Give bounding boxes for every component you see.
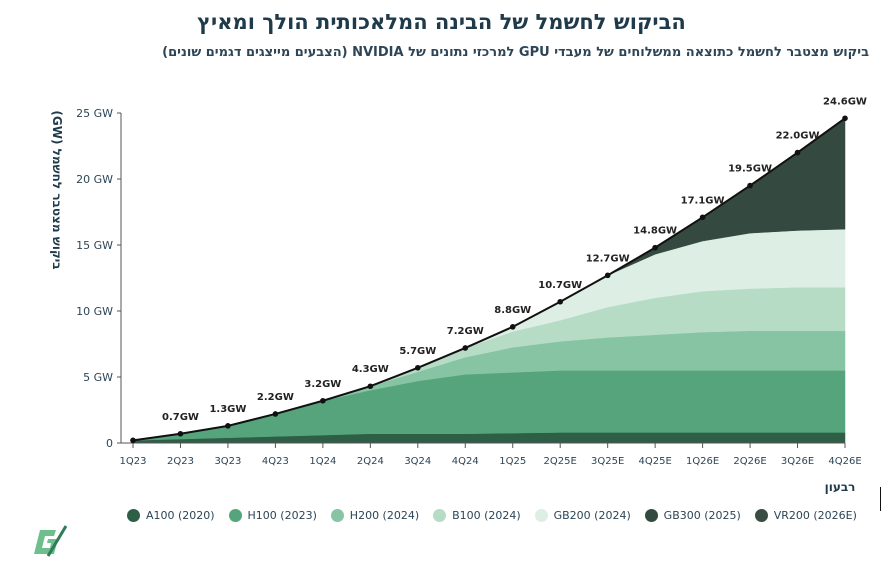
total-data-label: 8.8GW bbox=[494, 305, 531, 316]
y-tick-label: 20 GW bbox=[76, 173, 113, 186]
total-data-label: 0.7GW bbox=[162, 412, 199, 423]
total-data-label: 2.2GW bbox=[257, 392, 294, 403]
x-tick-label: 2Q25E bbox=[544, 456, 577, 467]
legend-item: A100 (2020) bbox=[127, 509, 215, 522]
legend-swatch-icon bbox=[127, 509, 140, 522]
x-tick-label: 4Q23 bbox=[262, 456, 289, 467]
total-point bbox=[130, 437, 136, 444]
y-tick-label: 25 GW bbox=[76, 107, 113, 120]
x-tick-label: 4Q24 bbox=[452, 456, 479, 467]
y-tick-label: 10 GW bbox=[76, 305, 113, 318]
total-point bbox=[177, 430, 184, 437]
total-data-label: 7.2GW bbox=[447, 326, 484, 337]
total-data-label: 12.7GW bbox=[586, 253, 630, 264]
y-tick-label: 0 bbox=[106, 437, 113, 450]
x-tick-label: 1Q25 bbox=[499, 456, 526, 467]
y-tick-label: 5 GW bbox=[83, 371, 113, 384]
legend-label: A100 (2020) bbox=[146, 509, 215, 522]
legend-item: GB300 (2025) bbox=[644, 509, 741, 522]
x-tick-label: 2Q23 bbox=[167, 456, 194, 467]
legend-label: GB300 (2025) bbox=[663, 509, 741, 522]
chart-title: הביקוש לחשמל של הבינה המלאכותית הולך ומא… bbox=[197, 10, 686, 34]
x-tick-label: 3Q26E bbox=[781, 456, 814, 467]
total-point bbox=[699, 214, 706, 221]
chart-legend: A100 (2020) H100 (2023) H200 (2024) B100 (2… bbox=[127, 509, 857, 522]
legend-label: VR200 (2026E) bbox=[773, 509, 857, 522]
x-tick-label: 2Q26E bbox=[733, 456, 766, 467]
total-point bbox=[842, 115, 848, 122]
legend-label: B100 (2024) bbox=[452, 509, 521, 522]
total-point bbox=[225, 423, 231, 429]
total-point bbox=[320, 397, 326, 404]
text-cursor bbox=[880, 487, 881, 511]
total-data-label: 1.3GW bbox=[209, 404, 246, 415]
legend-swatch-icon bbox=[330, 509, 344, 522]
chart-subtitle: ביקוש מצטבר לחשמל כתוצאה ממשלוחים של מעב… bbox=[162, 45, 869, 60]
legend-item: H100 (2023) bbox=[228, 509, 317, 522]
legend-swatch-icon bbox=[644, 509, 658, 522]
x-tick-label: 3Q23 bbox=[214, 456, 241, 467]
legend-item: VR200 (2026E) bbox=[754, 509, 857, 522]
x-tick-label: 4Q25E bbox=[638, 456, 671, 467]
x-tick-label: 1Q23 bbox=[120, 456, 147, 467]
total-point bbox=[415, 364, 421, 371]
total-point bbox=[367, 383, 374, 390]
total-data-label: 19.5GW bbox=[728, 164, 772, 175]
x-axis-label: רבעון bbox=[824, 480, 856, 494]
legend-item: H200 (2024) bbox=[330, 509, 420, 522]
total-point bbox=[272, 411, 279, 417]
total-data-label: 17.1GW bbox=[681, 195, 725, 206]
total-data-label: 22.0GW bbox=[776, 131, 820, 142]
total-data-label: 14.8GW bbox=[633, 226, 677, 237]
legend-swatch-icon bbox=[433, 509, 447, 522]
total-point bbox=[747, 182, 753, 189]
total-data-label: 10.7GW bbox=[538, 280, 582, 291]
brand-logo-icon bbox=[28, 520, 68, 560]
legend-swatch-icon bbox=[534, 509, 548, 522]
x-tick-label: 4Q26E bbox=[828, 456, 861, 467]
x-tick-label: 1Q24 bbox=[309, 456, 336, 467]
total-point bbox=[652, 244, 658, 251]
legend-label: GB200 (2024) bbox=[553, 509, 631, 522]
total-data-label: 24.6GW bbox=[823, 96, 867, 107]
total-data-label: 5.7GW bbox=[399, 346, 436, 357]
legend-swatch-icon bbox=[228, 509, 242, 522]
x-tick-label: 3Q25E bbox=[591, 456, 624, 467]
total-point bbox=[509, 324, 516, 330]
x-tick-label: 1Q26E bbox=[686, 456, 719, 467]
total-point bbox=[604, 272, 611, 279]
total-data-label: 4.3GW bbox=[352, 364, 389, 375]
y-tick-label: 15 GW bbox=[76, 239, 113, 252]
legend-label: H100 (2023) bbox=[247, 509, 317, 522]
total-data-label: 3.2GW bbox=[304, 379, 341, 390]
legend-swatch-icon bbox=[754, 509, 768, 522]
total-point bbox=[462, 345, 469, 351]
x-tick-label: 2Q24 bbox=[357, 456, 384, 467]
total-point bbox=[557, 298, 563, 305]
legend-item: GB200 (2024) bbox=[534, 509, 631, 522]
legend-item: B100 (2024) bbox=[433, 509, 521, 522]
total-point bbox=[794, 149, 801, 156]
total-line bbox=[132, 117, 846, 442]
x-tick-label: 3Q24 bbox=[404, 456, 431, 467]
legend-label: H200 (2024) bbox=[349, 509, 420, 522]
